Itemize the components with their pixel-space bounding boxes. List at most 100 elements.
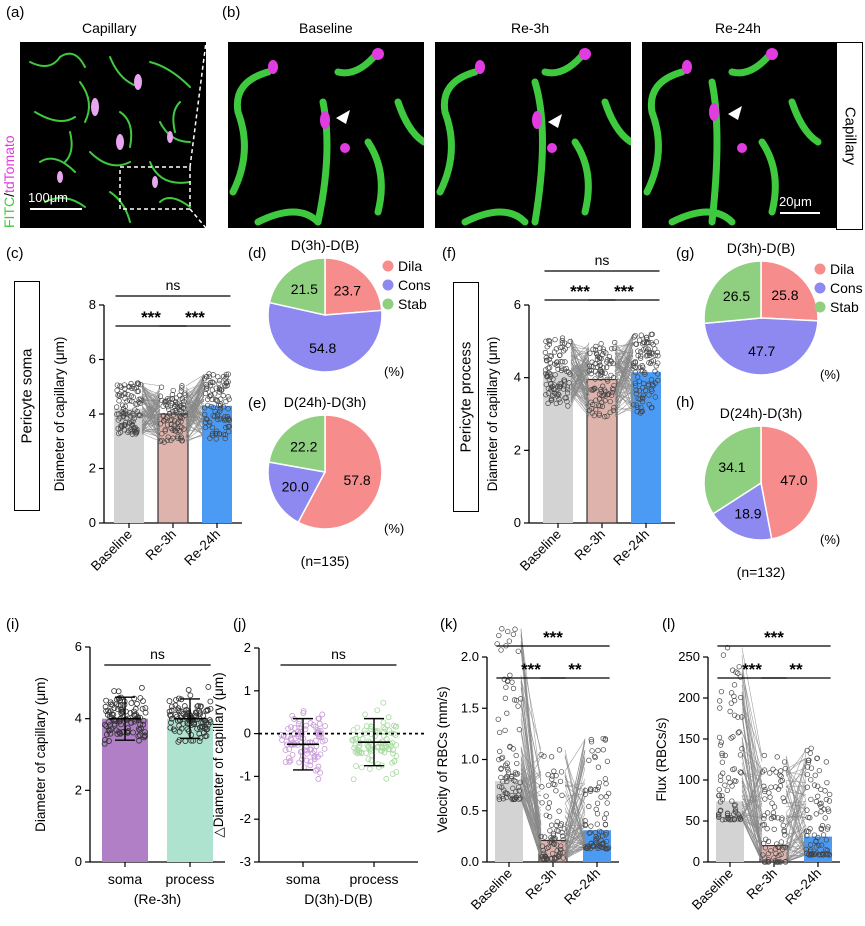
pie-slice (267, 301, 383, 373)
data-point (142, 709, 149, 716)
pair-line (570, 373, 590, 399)
data-point (604, 359, 610, 365)
pair-line (614, 348, 634, 380)
data-point (717, 698, 723, 704)
data-point (633, 390, 639, 397)
data-point (225, 371, 231, 377)
data-point (226, 423, 232, 430)
pair-line (185, 376, 205, 399)
micrograph-overview: 100μm (20, 42, 206, 228)
pair-line (570, 394, 590, 417)
data-point (588, 371, 594, 377)
data-point (122, 419, 129, 426)
data-point (120, 405, 127, 412)
data-point (178, 404, 185, 411)
data-point (718, 739, 725, 745)
data-point (208, 403, 214, 410)
data-point (119, 409, 125, 415)
data-point (824, 779, 830, 786)
sig-label: ** (789, 660, 803, 679)
sig-label: ns (595, 252, 610, 268)
data-point (778, 839, 785, 845)
pair-line (570, 388, 590, 403)
pie-slice-label: 23.7 (334, 283, 361, 299)
y-axis-label: Diameter of capillary (μm) (485, 337, 500, 492)
data-point (559, 338, 565, 344)
data-point (176, 413, 183, 420)
data-point (179, 437, 185, 444)
x-tick-label: Baseline (689, 866, 736, 913)
data-point (609, 392, 615, 398)
data-point (202, 390, 209, 397)
data-point (636, 337, 643, 343)
pair-line (570, 341, 590, 373)
data-point (124, 415, 130, 421)
data-point (164, 422, 171, 428)
sig-label: *** (614, 282, 634, 301)
data-point (731, 693, 737, 699)
data-point (638, 405, 644, 411)
data-point (597, 355, 603, 361)
data-point (223, 383, 229, 390)
data-point (121, 422, 128, 429)
data-point (644, 340, 650, 346)
data-point (717, 777, 724, 783)
legend-swatch (814, 301, 826, 313)
data-point (115, 392, 121, 398)
data-point (604, 413, 610, 419)
data-point (222, 435, 228, 442)
pie-slice-label: 20.0 (282, 478, 309, 494)
data-point (550, 386, 557, 392)
data-point (157, 421, 164, 427)
pair-line (570, 353, 590, 373)
pair-line (185, 407, 205, 439)
pair-line (141, 415, 161, 419)
pair-line (614, 370, 634, 412)
data-point (128, 419, 135, 425)
pair-line (614, 373, 634, 416)
y-tick-label: 4 (89, 406, 96, 421)
data-point (761, 752, 768, 759)
data-point (165, 398, 171, 404)
data-point (635, 348, 641, 354)
data-point (162, 428, 168, 434)
data-point (771, 804, 778, 810)
data-point (175, 419, 181, 425)
data-point (168, 425, 174, 431)
data-point (595, 402, 602, 408)
data-point (102, 737, 108, 743)
micrograph-re3h (435, 42, 631, 228)
y-tick-label: 6 (75, 639, 82, 654)
y-tick-label: 250 (678, 649, 700, 664)
re24h-vessels (643, 48, 822, 226)
data-point (762, 796, 768, 802)
data-point (127, 397, 133, 404)
data-point (559, 359, 566, 365)
data-point (646, 402, 652, 408)
legend-label: Stab (830, 299, 859, 315)
data-point (602, 414, 608, 420)
data-point (129, 431, 136, 437)
data-point (649, 331, 655, 337)
data-point (544, 373, 551, 380)
data-point (610, 360, 616, 367)
pair-line (185, 389, 205, 400)
data-point (130, 394, 137, 400)
data-point (107, 708, 114, 715)
panel-label-f: (f) (442, 245, 457, 262)
data-point (136, 399, 142, 405)
data-point (215, 416, 221, 423)
data-point (175, 435, 181, 442)
pair-line (141, 405, 161, 409)
data-point (590, 346, 596, 352)
data-point (136, 737, 142, 744)
baseline-vessels (229, 48, 424, 226)
data-point (212, 397, 219, 403)
panel-label-i: (i) (6, 616, 20, 633)
pair-line (614, 365, 634, 414)
data-point (596, 411, 602, 417)
data-point (546, 377, 552, 383)
data-point (564, 390, 571, 396)
